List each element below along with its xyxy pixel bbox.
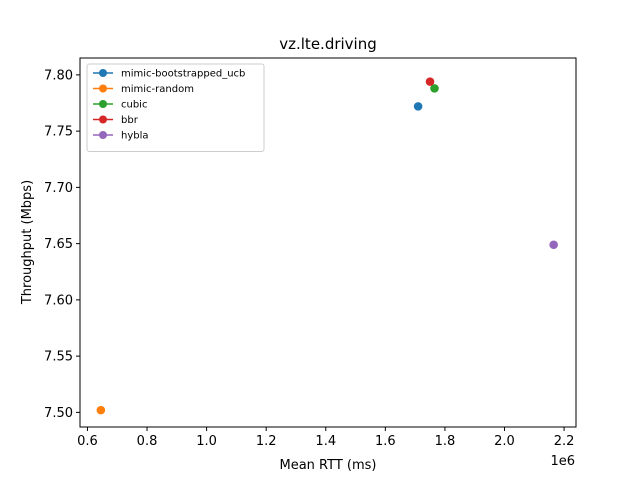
x-tick-label: 1.2 [256, 434, 277, 449]
y-tick-label: 7.70 [44, 181, 73, 196]
data-point-hybla [549, 240, 558, 250]
y-tick-label: 7.80 [44, 68, 73, 83]
legend-marker-mimic-random [99, 84, 107, 93]
data-point-mimic-random [96, 405, 106, 415]
x-tick-label: 1.0 [196, 434, 217, 449]
legend-label-bbr: bbr [121, 115, 139, 126]
y-tick-label: 7.50 [44, 406, 73, 421]
y-tick-label: 7.65 [44, 237, 73, 252]
x-tick-label: 0.6 [77, 434, 98, 449]
legend: mimic-bootstrapped_ucb mimic-random cubic b… [86, 63, 265, 152]
legend-label-cubic: cubic [121, 100, 147, 111]
legend-label-mimic-bootstrapped_ucb: mimic-bootstrapped_ucb [121, 69, 245, 80]
x-axis-label: Mean RTT (ms) [279, 458, 376, 473]
data-point-bbr [425, 77, 435, 86]
legend-box [86, 63, 265, 152]
y-tick-label: 7.75 [44, 125, 73, 140]
x-axis-ticks: 0.6 0.8 1.0 1.2 1.4 1.6 1.8 2.0 2.2 [77, 427, 574, 449]
x-tick-label: 0.8 [137, 434, 158, 449]
data-point-mimic-bootstrapped_ucb [413, 102, 423, 111]
legend-marker-hybla [99, 131, 107, 139]
y-tick-label: 7.60 [44, 293, 73, 308]
y-axis-label: Throughput (Mbps) [20, 180, 35, 305]
y-tick-label: 7.55 [44, 350, 73, 365]
legend-label-mimic-random: mimic-random [121, 84, 194, 95]
legend-marker-bbr [99, 115, 107, 124]
x-tick-label: 2.0 [494, 434, 515, 449]
x-tick-label: 1.4 [315, 434, 336, 449]
legend-marker-mimic-bootstrapped_ucb [99, 69, 107, 77]
legend-label-hybla: hybla [121, 131, 149, 142]
x-tick-label: 1.6 [375, 434, 396, 449]
plot-area [79, 57, 577, 428]
legend-marker-cubic [99, 100, 107, 108]
chart-title: vz.lte.driving [279, 35, 377, 53]
x-axis-offset-label: 1e6 [550, 454, 575, 469]
x-tick-label: 2.2 [554, 434, 575, 449]
data-point-cubic [430, 84, 439, 93]
x-tick-label: 1.8 [435, 434, 456, 449]
y-axis-ticks: 7.50 7.55 7.60 7.65 7.70 7.75 7.80 [44, 68, 80, 421]
data-points [96, 77, 558, 415]
